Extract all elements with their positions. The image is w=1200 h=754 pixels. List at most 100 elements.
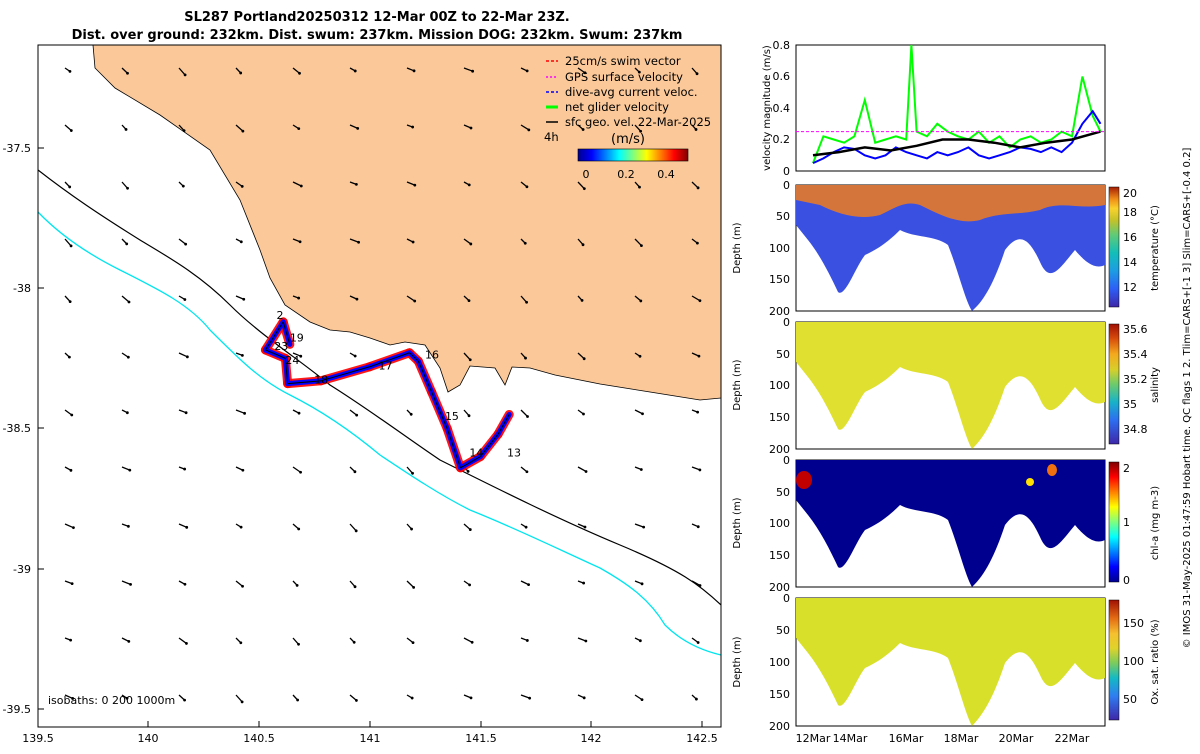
track-segment — [369, 352, 410, 368]
map-y-tick: -37.5 — [3, 142, 31, 155]
geo-velocity-arrow-head — [124, 128, 128, 131]
velocity-line-net-glider-velocity — [812, 45, 1102, 164]
track-label: 23 — [274, 340, 288, 353]
chl-y-tick: 200 — [769, 581, 790, 594]
velocity-series — [796, 45, 1105, 165]
geo-velocity-arrow-head — [528, 696, 532, 700]
geo-velocity-arrow-head — [299, 184, 303, 188]
geo-velocity-arrow-head — [470, 640, 474, 644]
geo-velocity-arrow — [178, 637, 187, 644]
sal-c-tick: 35.4 — [1123, 348, 1148, 361]
geo-velocity-arrow-head — [639, 129, 643, 133]
map-x-tick: 142 — [581, 732, 602, 745]
temp-y-tick: 150 — [769, 273, 790, 286]
geo-velocity-arrow-head — [527, 583, 530, 587]
map-x-tick: 139.5 — [22, 732, 54, 745]
geo-velocity-arrow-head — [638, 639, 642, 643]
map-x-tick: 140.5 — [243, 732, 275, 745]
colorbar-tick: 0.4 — [657, 168, 675, 181]
geo-velocity-arrow-head — [642, 525, 646, 529]
temp-y-label: Depth (m) — [732, 222, 743, 273]
geo-velocity-arrow-head — [68, 300, 72, 303]
geo-velocity-arrow-head — [696, 525, 700, 529]
geo-velocity-arrow-head — [638, 354, 642, 358]
geo-velocity-arrow-head — [239, 71, 243, 75]
geo-velocity-arrow-head — [185, 355, 189, 359]
geo-velocity-arrow-head — [696, 186, 700, 190]
geo-velocity-arrow-head — [184, 242, 188, 246]
date-tick: 12Mar — [796, 732, 831, 745]
chlorophyll-section-fill — [796, 460, 1105, 587]
geo-velocity-arrow-head — [68, 69, 72, 73]
isobath-label: isobaths: 0 200 1000m — [48, 694, 175, 707]
geo-velocity-arrow-head — [696, 410, 700, 414]
sal-y-tick: 100 — [769, 379, 790, 392]
map-y-tick: -38.5 — [3, 422, 31, 435]
velocity-panel: 0.8 0.6 0.4 0.2 0 velocity magnitude (m/… — [762, 39, 1106, 178]
geo-velocity-arrow-head — [639, 299, 643, 303]
track-label: 13 — [507, 447, 521, 460]
geo-velocity-arrow-head — [581, 128, 585, 131]
chl-y-tick: 50 — [776, 486, 790, 499]
geo-velocity-arrow — [121, 580, 131, 586]
geo-velocity-arrow-head — [413, 299, 417, 303]
vel-y-tick: 0 — [783, 165, 790, 178]
velocity-y-axis: 0.8 0.6 0.4 0.2 0 velocity magnitude (m/… — [762, 39, 790, 178]
geo-velocity-arrow-head — [68, 185, 72, 189]
geo-velocity-arrow-head — [695, 72, 699, 76]
geo-velocity-arrow-head — [70, 582, 74, 586]
track-labels: 2 19 23 24 18 17 16 15 14 13 — [274, 309, 521, 459]
geo-velocity-arrow — [178, 523, 187, 528]
sal-c-label: salinity — [1150, 367, 1161, 403]
geo-velocity-arrow-head — [413, 183, 417, 187]
geo-velocity-arrow-head — [127, 639, 131, 643]
geo-velocity-arrow-head — [72, 526, 75, 530]
geo-velocity-arrow-head — [182, 129, 186, 133]
geo-velocity-arrow-head — [468, 583, 471, 587]
sal-y-tick: 150 — [769, 411, 790, 424]
geo-velocity-arrow-head — [471, 69, 475, 73]
figure-title-line1: SL287 Portland20250312 12-Mar 00Z to 22-… — [184, 10, 570, 25]
temperature-section-fill — [796, 185, 1105, 311]
geo-velocity-arrow-head — [70, 413, 74, 417]
geo-velocity-arrow-head — [240, 184, 244, 188]
geo-velocity-arrow — [178, 238, 187, 245]
temp-c-tick: 16 — [1123, 231, 1137, 244]
geo-velocity-arrow-head — [183, 467, 187, 471]
geo-velocity-arrow-head — [698, 299, 702, 303]
track-label: 16 — [425, 348, 439, 361]
legend-label: dive-avg current veloc. — [565, 85, 698, 99]
geo-velocity-arrow-head — [411, 125, 415, 129]
geo-velocity-arrow-head — [469, 126, 473, 130]
track-segment — [409, 352, 419, 362]
track-segment — [284, 358, 289, 384]
geo-velocity-arrow-head — [582, 357, 586, 361]
ox-c-tick: 100 — [1123, 655, 1144, 668]
chlorophyll-colorbar — [1108, 461, 1120, 583]
geo-velocity-arrow — [634, 124, 642, 132]
date-tick: 16Mar — [889, 732, 924, 745]
track-label: 2 — [277, 309, 284, 322]
geo-velocity-arrow-head — [524, 525, 528, 529]
track-label: 19 — [290, 332, 304, 345]
geo-velocity-arrow-head — [239, 641, 243, 645]
geo-velocity-arrow-head — [298, 240, 302, 244]
geo-velocity-arrow-head — [125, 242, 129, 246]
oxygen-section-fill — [796, 598, 1105, 726]
geo-velocity-arrow — [64, 409, 73, 416]
geo-velocity-arrow-head — [183, 73, 187, 77]
geo-velocity-arrow — [634, 238, 642, 247]
ox-y-tick: 100 — [769, 656, 790, 669]
glider-track — [260, 317, 514, 473]
geo-velocity-arrow-head — [640, 582, 644, 586]
geo-velocity-arrow-head — [126, 186, 129, 190]
geo-velocity-arrow-head — [356, 126, 360, 130]
geo-velocity-arrow-head — [698, 468, 702, 472]
geo-velocity-arrow-head — [241, 129, 245, 133]
geo-velocity-arrow-head — [466, 469, 470, 473]
geo-velocity-arrow-head — [581, 243, 585, 247]
geo-velocity-arrow-head — [353, 69, 357, 73]
geo-velocity-arrow-head — [126, 355, 130, 359]
date-axis: 12Mar 14Mar 16Mar 18Mar 20Mar 22Mar — [796, 732, 1090, 745]
geo-velocity-arrow-head — [467, 299, 471, 303]
